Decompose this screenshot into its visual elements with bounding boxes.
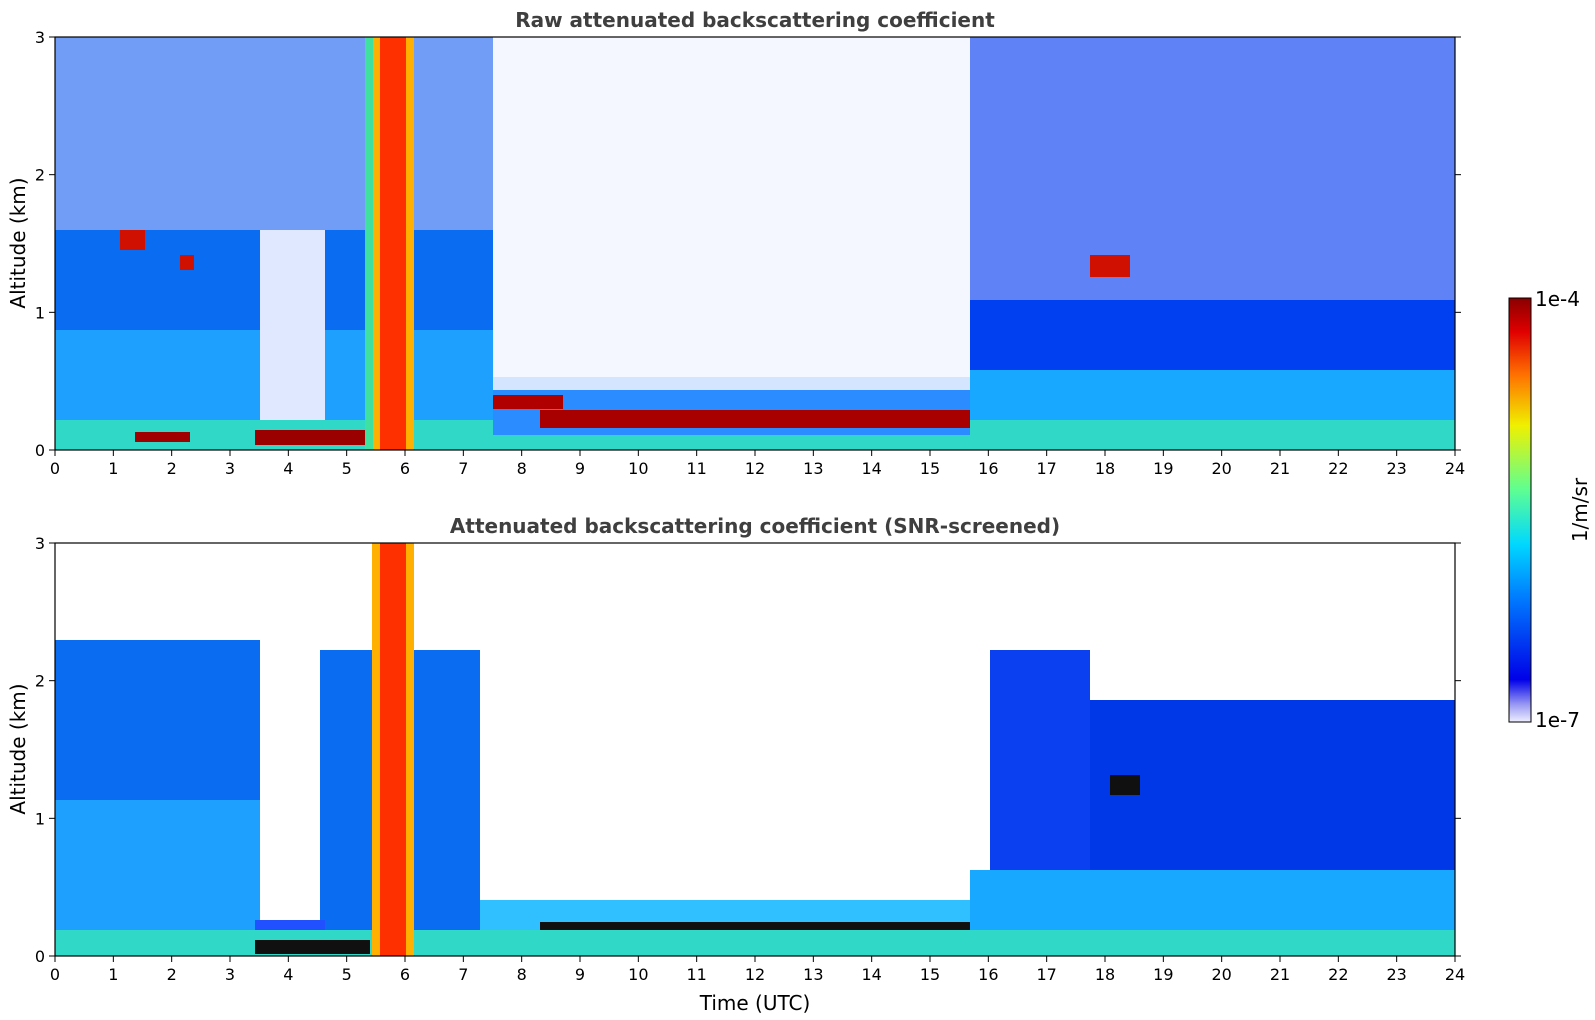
x-tick-label: 9 <box>575 965 585 984</box>
x-tick-label: 15 <box>920 459 940 478</box>
heatmap-raw <box>55 37 1455 450</box>
x-tick-label: 8 <box>517 459 527 478</box>
y-axis-ticks: 0 1 2 3 <box>35 28 1461 460</box>
x-tick-label: 20 <box>1211 965 1231 984</box>
x-tick-label: 17 <box>1036 965 1056 984</box>
colorbar-scale <box>1508 297 1532 723</box>
x-tick-label: 22 <box>1328 459 1348 478</box>
x-tick-label: 13 <box>803 459 823 478</box>
x-tick-label: 11 <box>686 965 706 984</box>
cloud <box>120 230 145 250</box>
y-tick-label: 1 <box>35 303 45 322</box>
y-axis-label: Altitude (km) <box>6 177 30 308</box>
noise-region <box>55 37 493 237</box>
heatmap-screened <box>55 543 1455 956</box>
x-axis-ticks: 0 1 2 3 4 5 6 7 8 9 10 11 12 13 14 15 16 17 18 19 20 21 22 23 24 <box>50 956 1465 984</box>
y-tick-label: 2 <box>35 166 45 185</box>
y-tick-label: 3 <box>35 28 45 47</box>
colorbar-unit-label: 1/m/sr <box>1568 477 1592 542</box>
x-tick-label: 24 <box>1445 965 1465 984</box>
x-tick-label: 3 <box>225 965 235 984</box>
x-tick-label: 10 <box>628 965 648 984</box>
x-tick-label: 23 <box>1386 965 1406 984</box>
colorbar-max-label: 1e-4 <box>1535 287 1580 311</box>
x-tick-label: 23 <box>1386 459 1406 478</box>
rain-column-edge <box>365 37 373 450</box>
x-tick-label: 4 <box>283 459 293 478</box>
y-tick-label: 3 <box>35 534 45 553</box>
x-tick-label: 11 <box>686 459 706 478</box>
x-tick-label: 9 <box>575 459 585 478</box>
cloud <box>1090 255 1130 277</box>
x-tick-label: 4 <box>283 965 293 984</box>
x-tick-label: 18 <box>1095 965 1115 984</box>
cloud <box>1110 775 1140 795</box>
surface-aerosol <box>135 432 190 442</box>
x-tick-label: 24 <box>1445 459 1465 478</box>
x-tick-label: 6 <box>400 965 410 984</box>
y-tick-label: 0 <box>35 947 45 966</box>
x-tick-label: 16 <box>978 965 998 984</box>
x-tick-label: 16 <box>978 459 998 478</box>
surface-aerosol <box>255 940 370 954</box>
noise-region <box>970 37 1455 307</box>
x-tick-label: 0 <box>50 965 60 984</box>
panel-screened: Attenuated backscattering coefficient (S… <box>6 514 1465 1015</box>
x-tick-label: 10 <box>628 459 648 478</box>
x-tick-label: 18 <box>1095 459 1115 478</box>
low-stratus-cloud <box>493 395 563 409</box>
x-tick-label: 19 <box>1153 459 1173 478</box>
clear-gap <box>260 230 325 430</box>
x-tick-label: 22 <box>1328 965 1348 984</box>
x-tick-label: 3 <box>225 459 235 478</box>
x-axis-label: Time (UTC) <box>699 991 811 1015</box>
surface-aerosol <box>255 430 370 445</box>
rain-column <box>380 543 406 956</box>
x-tick-label: 5 <box>342 459 352 478</box>
x-tick-label: 6 <box>400 459 410 478</box>
x-tick-label: 21 <box>1270 965 1290 984</box>
y-axis-label: Altitude (km) <box>6 683 30 814</box>
colorbar: 1e-4 1e-7 1/m/sr <box>1508 287 1592 732</box>
x-tick-label: 15 <box>920 965 940 984</box>
y-tick-label: 0 <box>35 441 45 460</box>
low-stratus-cloud <box>540 410 970 428</box>
x-tick-label: 1 <box>108 459 118 478</box>
x-tick-label: 5 <box>342 965 352 984</box>
panel-title: Attenuated backscattering coefficient (S… <box>450 514 1060 538</box>
y-tick-label: 1 <box>35 809 45 828</box>
rain-column <box>380 37 406 450</box>
x-tick-label: 13 <box>803 965 823 984</box>
x-tick-label: 19 <box>1153 965 1173 984</box>
y-tick-label: 2 <box>35 672 45 691</box>
colorbar-min-label: 1e-7 <box>1535 708 1580 732</box>
clear-sky-region <box>493 37 970 377</box>
x-tick-label: 8 <box>517 965 527 984</box>
x-tick-label: 12 <box>745 965 765 984</box>
x-tick-label: 2 <box>167 965 177 984</box>
x-tick-label: 14 <box>861 965 881 984</box>
x-tick-label: 12 <box>745 459 765 478</box>
panel-title: Raw attenuated backscattering coefficien… <box>515 8 995 32</box>
x-tick-label: 7 <box>458 459 468 478</box>
cloud <box>180 255 194 270</box>
x-tick-label: 2 <box>167 459 177 478</box>
x-tick-label: 0 <box>50 459 60 478</box>
x-axis-ticks: 0 1 2 3 4 5 6 7 8 9 10 11 12 13 14 15 16 17 18 19 20 21 22 23 24 <box>50 450 1465 478</box>
x-tick-label: 21 <box>1270 459 1290 478</box>
x-tick-label: 20 <box>1211 459 1231 478</box>
x-tick-label: 17 <box>1036 459 1056 478</box>
panel-raw: Raw attenuated backscattering coefficien… <box>6 8 1465 478</box>
x-tick-label: 14 <box>861 459 881 478</box>
x-tick-label: 1 <box>108 965 118 984</box>
y-axis-ticks: 0 1 2 3 <box>35 534 1461 966</box>
x-tick-label: 7 <box>458 965 468 984</box>
